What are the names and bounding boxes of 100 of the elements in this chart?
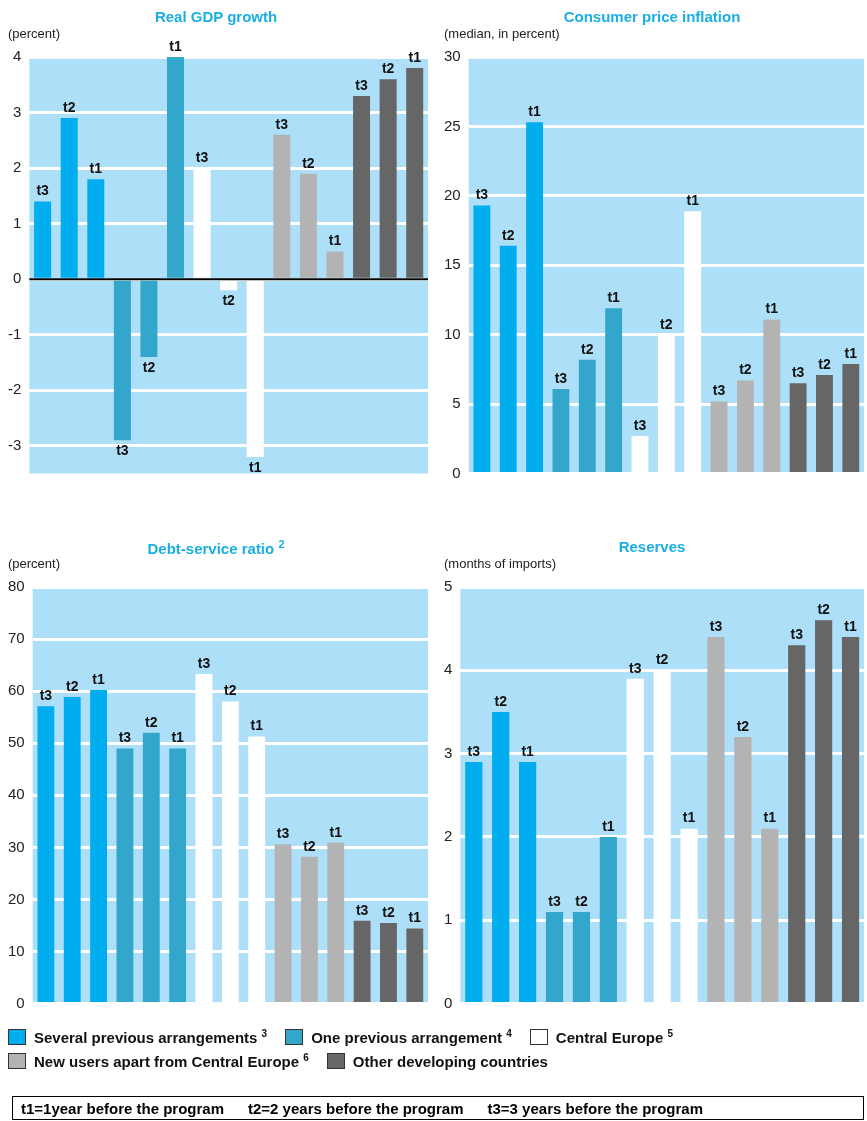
bar [578, 359, 596, 473]
data-label: t1 [682, 809, 696, 826]
bar [140, 280, 158, 357]
data-label: t3 [475, 186, 489, 203]
y-tick-label: 30 [444, 47, 461, 65]
bar [380, 922, 397, 1003]
bar [734, 736, 752, 1003]
y-tick-label: 5 [444, 577, 453, 595]
bar [299, 173, 317, 278]
y-tick-label: 80 [8, 577, 25, 595]
data-label: t2 [382, 903, 395, 920]
data-label: t1 [328, 232, 342, 249]
data-label: t3 [712, 382, 726, 399]
y-tick-label: 3 [12, 102, 22, 120]
data-label: t1 [686, 192, 700, 208]
data-label: t3 [39, 687, 53, 704]
data-label: t2 [145, 713, 158, 730]
chart-title: Real GDP growth [153, 8, 279, 25]
text: t2=2 years before the program [248, 1099, 464, 1117]
bar [87, 179, 105, 278]
data-label: t1 [329, 823, 343, 840]
data-label: t3 [116, 442, 129, 459]
bar [842, 363, 860, 473]
y-tick-label: 10 [444, 324, 461, 342]
bar [90, 690, 107, 1003]
data-label: t2 [655, 651, 669, 668]
bar [519, 761, 537, 1003]
bar [761, 828, 779, 1003]
y-tick-label: 15 [444, 255, 461, 273]
bar [34, 201, 52, 278]
y-tick-label: 10 [8, 941, 25, 959]
data-label: t3 [355, 901, 369, 918]
bar [116, 748, 134, 1003]
bar [63, 696, 81, 1003]
data-label: t1 [528, 103, 542, 120]
data-label: t3 [195, 148, 209, 165]
data-label: t2 [575, 892, 588, 909]
bar [605, 308, 623, 473]
bar [545, 911, 564, 1003]
text: t3=3 years before the program [487, 1099, 704, 1117]
bar [465, 761, 483, 1003]
bar [327, 842, 345, 1003]
bar [353, 920, 371, 1003]
y-tick-label: 20 [8, 889, 25, 907]
y-tick-label: -2 [7, 380, 22, 398]
data-label: t2 [818, 355, 831, 372]
data-label: t1 [169, 37, 182, 54]
bar [788, 645, 806, 1003]
bar [492, 711, 510, 1003]
bar [167, 57, 185, 278]
y-tick-label: 0 [444, 993, 453, 1011]
data-label: t2 [817, 601, 831, 618]
data-label: t3 [790, 626, 804, 643]
data-label: t2 [62, 98, 76, 115]
data-label: t3 [36, 182, 50, 199]
data-label: t3 [629, 659, 642, 676]
legend-label: One previous arrangement $^{4}$ [311, 1028, 512, 1046]
bar [326, 251, 344, 278]
data-label: t2 [224, 682, 237, 699]
data-label: t2 [303, 837, 316, 854]
data-label: t3 [791, 364, 805, 381]
data-label: t1 [765, 300, 779, 317]
bar [37, 706, 55, 1003]
y-tick-label: 5 [452, 394, 461, 412]
data-label: t3 [709, 617, 723, 634]
data-label: t1 [521, 742, 535, 759]
data-label: t2 [501, 226, 515, 243]
data-label: t2 [736, 717, 750, 734]
bar [300, 856, 318, 1003]
data-label: t2 [302, 154, 315, 171]
chart-title: Consumer price inflation [562, 8, 742, 25]
y-tick-label: 1 [12, 213, 22, 231]
data-label: t2 [581, 340, 594, 357]
legend-label: Central Europe $^{5}$ [555, 1028, 674, 1046]
y-tick-label: 40 [8, 785, 25, 803]
bar [273, 134, 291, 278]
data-label: t1 [89, 160, 103, 177]
chart-title: Debt-service ratio $^{2}$ [146, 538, 286, 557]
data-label: t3 [355, 76, 368, 93]
bar [707, 636, 725, 1003]
data-label: t1 [250, 717, 264, 734]
y-tick-label: 3 [444, 743, 453, 761]
y-tick-label: -3 [7, 435, 22, 453]
bar [599, 836, 617, 1003]
y-tick-label: 2 [444, 827, 453, 845]
bar [473, 205, 491, 473]
bar [60, 118, 78, 278]
bar [499, 245, 517, 473]
bar [789, 383, 807, 473]
legend-label: Several previous arrangements $^{3}$ [34, 1028, 268, 1046]
bar [274, 844, 292, 1003]
bar [763, 319, 781, 473]
y-tick-label: 2 [12, 158, 22, 176]
bar [736, 380, 754, 473]
data-label: t3 [276, 825, 290, 842]
y-tick-label: 1 [444, 910, 453, 928]
bar [113, 280, 131, 441]
bar [406, 928, 424, 1003]
y-tick-label: 20 [444, 186, 461, 204]
data-label: t2 [381, 60, 395, 77]
